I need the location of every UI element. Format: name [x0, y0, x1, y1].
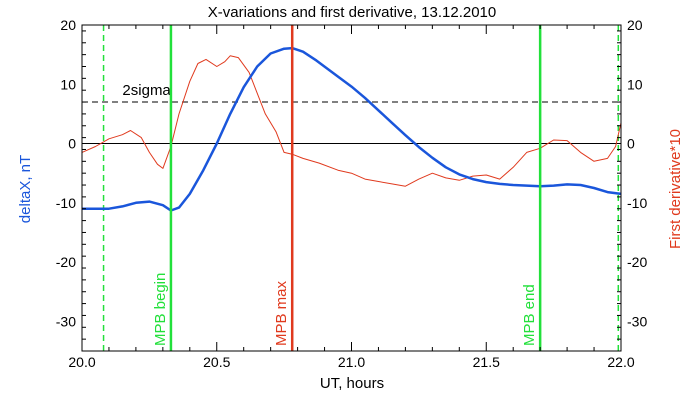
two-sigma-label: 2sigma [122, 82, 171, 99]
y-tick-label-left: 0 [68, 136, 76, 152]
x-tick-label: 20.5 [203, 354, 230, 370]
deltax-series-line [82, 46, 622, 212]
x-tick-label: 21.0 [338, 354, 365, 370]
y-tick-label-left: -10 [56, 195, 76, 211]
mpb-max-label: MPB max [273, 280, 290, 346]
y-tick-label-right: 10 [627, 76, 643, 92]
plot-area: 2sigma MPB begin MPB max MPB end 20.0 20.5 21.… [56, 17, 648, 370]
x-tick-label: 22.0 [607, 354, 634, 370]
y-tick-label-right: 20 [627, 17, 643, 33]
y-tick-label-left: 10 [60, 76, 76, 92]
chart-title: X-variations and first derivative, 13.12… [208, 4, 497, 21]
x-axis-label: UT, hours [320, 375, 384, 392]
x-tick-label: 20.0 [68, 354, 95, 370]
derivative-series-line [81, 55, 622, 187]
y-tick-label-right: -20 [627, 254, 647, 270]
y-tick-label-right: 0 [627, 136, 635, 152]
y-tick-label-left: -30 [56, 313, 76, 329]
y-tick-label-left: 20 [60, 17, 76, 33]
y-tick-label-right: -10 [627, 195, 647, 211]
right-y-axis-label: First derivative*10 [667, 129, 684, 249]
mpb-begin-label: MPB begin [152, 273, 169, 346]
y-tick-label-right: -30 [627, 313, 647, 329]
x-tick-label: 21.5 [473, 354, 500, 370]
mpb-end-label: MPB end [521, 284, 538, 346]
left-y-axis-label: deltaX, nT [17, 155, 34, 223]
y-tick-label-left: -20 [56, 254, 76, 270]
